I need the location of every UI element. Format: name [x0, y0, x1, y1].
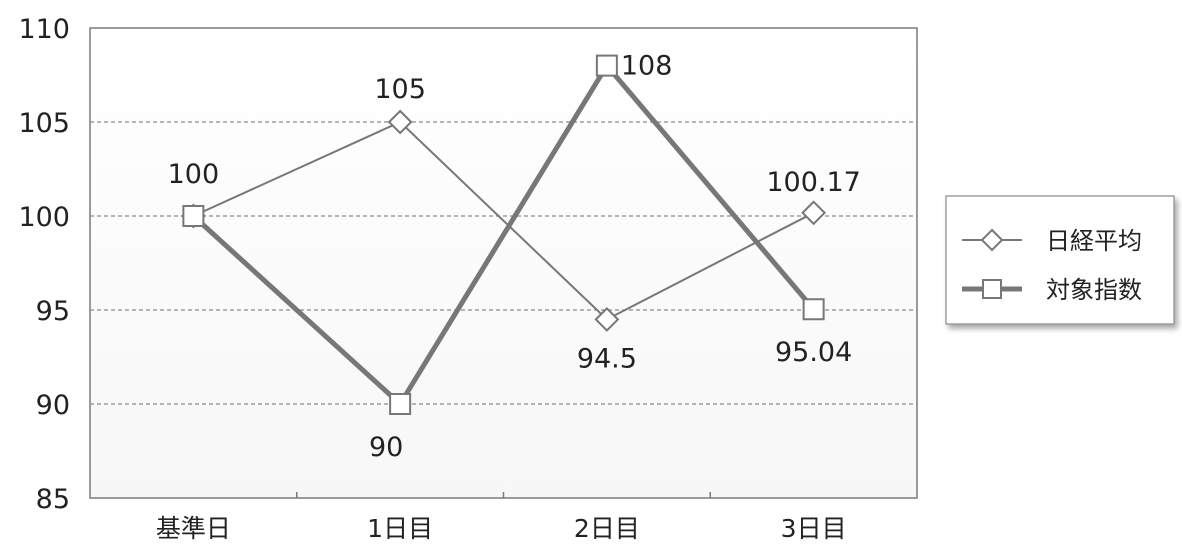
legend-label-nikkei: 日経平均 [1046, 227, 1142, 255]
grid-lines [90, 121, 917, 405]
data-label: 90 [369, 432, 403, 463]
series-line-target [191, 63, 816, 407]
data-point-target [389, 393, 412, 415]
legend: 日経平均 対象指数 [945, 195, 1175, 325]
series-line-nikkei [192, 121, 815, 321]
data-label: 100 [168, 159, 220, 190]
data-point-nikkei [801, 200, 827, 226]
y-tick-label: 110 [18, 14, 70, 45]
legend-box [945, 195, 1175, 325]
data-label: 94.5 [577, 343, 637, 374]
y-tick-label: 105 [18, 108, 70, 139]
y-tick-label: 85 [36, 484, 70, 515]
plot-area [89, 27, 918, 499]
data-label: 108 [621, 51, 673, 82]
y-axis: 85 90 95 100 105 110 [18, 14, 70, 515]
y-tick-label: 90 [36, 390, 70, 421]
x-tick-label: 基準日 [156, 514, 231, 543]
data-point-target [802, 298, 825, 321]
x-tick-label: 1日目 [367, 514, 433, 543]
x-tick-label: 3日目 [781, 514, 847, 543]
data-label: 105 [374, 74, 426, 105]
data-labels: 100 105 94.5 100.17 90 108 95.04 [168, 51, 861, 463]
data-label: 95.04 [775, 337, 852, 368]
legend-label-target: 対象指数 [1046, 276, 1142, 304]
data-label: 100.17 [766, 167, 860, 198]
y-tick-label: 100 [18, 202, 70, 233]
x-axis: 基準日 1日目 2日目 3日目 [156, 492, 847, 543]
data-point-nikkei [594, 306, 620, 332]
x-tick-label: 2日目 [574, 514, 640, 543]
data-point-nikkei [387, 109, 413, 135]
legend-marker-nikkei-diamond-icon [980, 228, 1004, 252]
series-layer [180, 54, 827, 415]
data-point-target [182, 205, 205, 227]
y-tick-label: 95 [36, 296, 70, 327]
data-point-target [595, 54, 618, 77]
legend-marker-target-square-icon [982, 279, 1002, 299]
